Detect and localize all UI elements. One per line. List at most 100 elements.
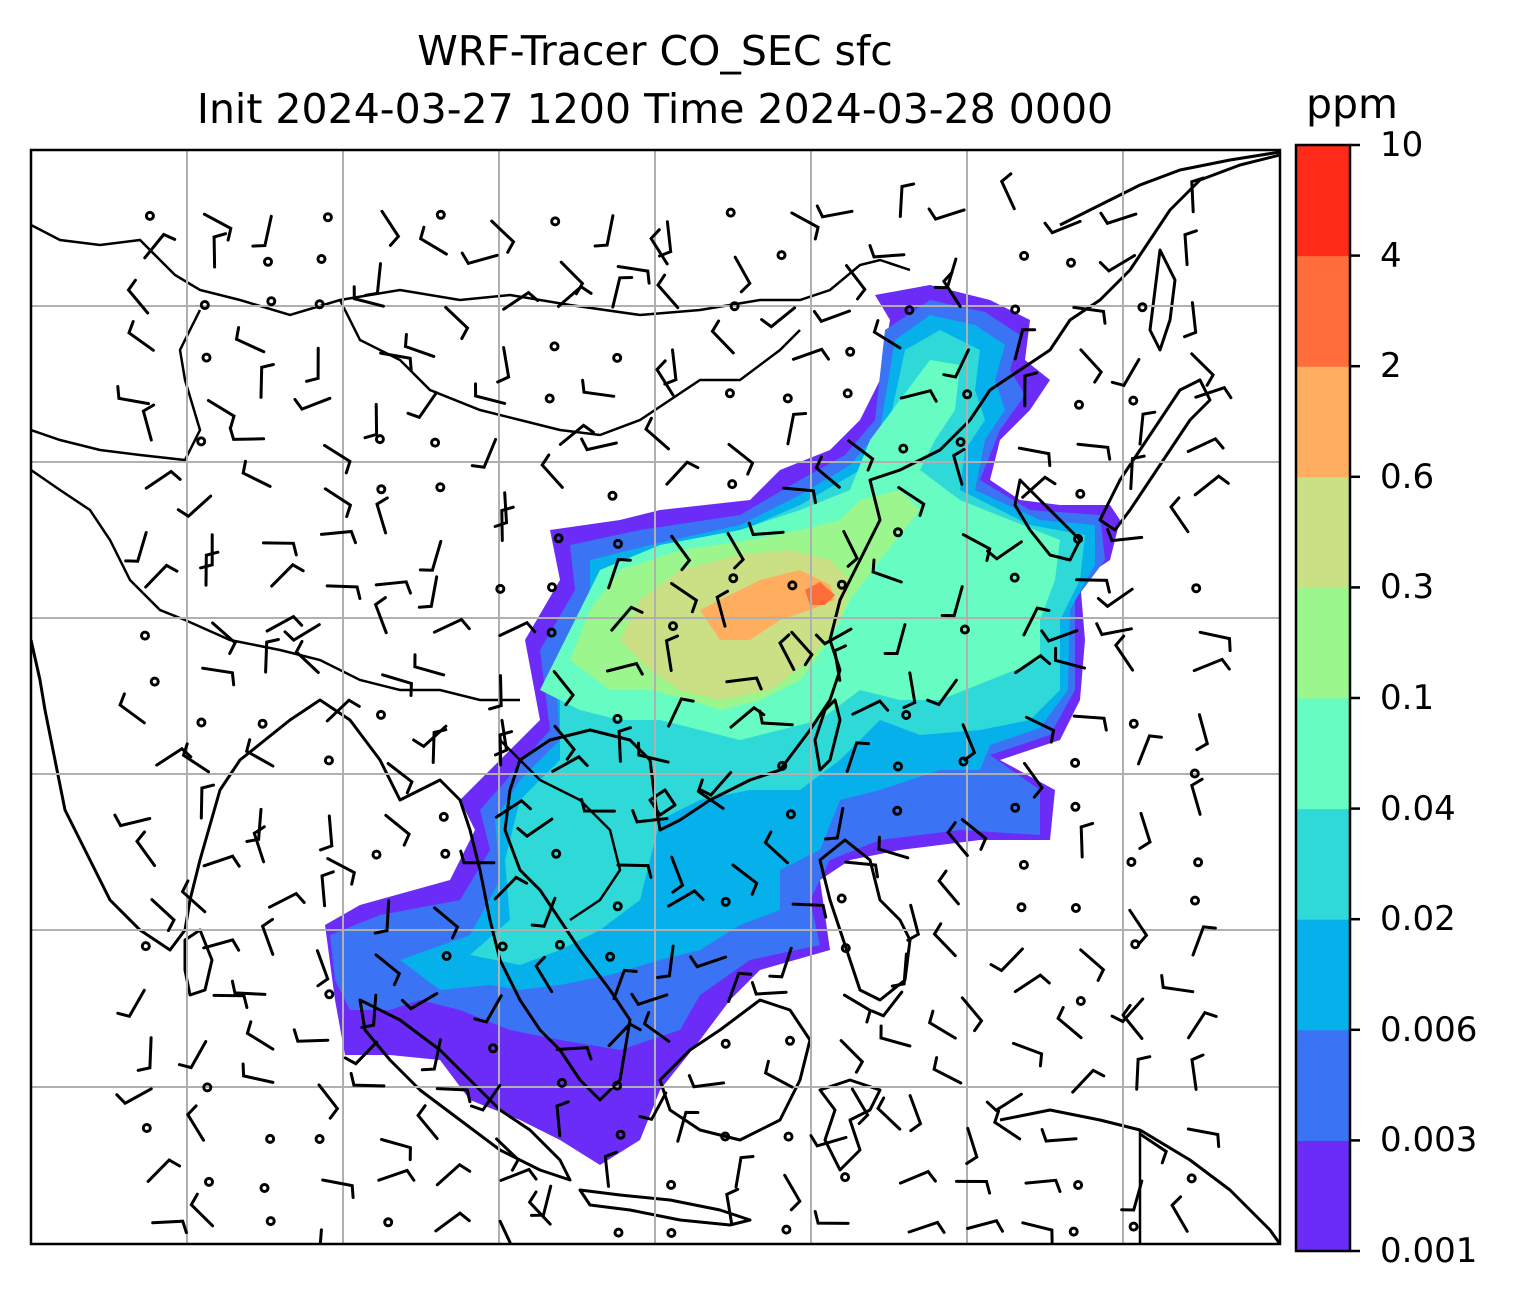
wind-barb (435, 1087, 472, 1104)
wind-barb (1024, 1178, 1062, 1193)
wind-barb (325, 584, 362, 600)
calm-wind-circle (1186, 1173, 1197, 1184)
calm-wind-circle (140, 630, 150, 641)
wind-barb (420, 1038, 442, 1072)
wind-barb (593, 214, 615, 248)
wind-barb (201, 666, 236, 687)
wind-barb (527, 1190, 552, 1226)
calm-wind-circle (1075, 488, 1086, 499)
wind-barb (199, 783, 215, 820)
calm-wind-circle (955, 437, 966, 447)
wind-barb (616, 863, 653, 879)
wind-barb (1017, 446, 1052, 467)
wind-barb (293, 396, 332, 411)
wind-barb (932, 1056, 963, 1085)
calm-wind-circle (1075, 996, 1086, 1006)
wind-barb (380, 209, 401, 247)
wind-barb (906, 903, 921, 942)
wind-barb (932, 922, 957, 958)
wind-barb (731, 863, 759, 896)
wind-barb (890, 952, 908, 988)
wind-barb (986, 540, 1023, 561)
calm-wind-circle (202, 1082, 213, 1093)
wind-barb (750, 981, 788, 996)
calm-wind-circle (729, 301, 740, 312)
calm-wind-circle (265, 1133, 276, 1144)
wind-barb (406, 391, 438, 420)
calm-wind-circle (1074, 399, 1084, 410)
calm-wind-circle (383, 1217, 394, 1228)
calm-wind-circle (777, 760, 788, 771)
wind-barb (580, 797, 616, 813)
wind-barb (261, 541, 298, 557)
wind-barb (689, 955, 728, 969)
colorbar-bin (1296, 255, 1350, 367)
wind-barb (815, 204, 854, 219)
wind-barb (204, 550, 220, 587)
calm-wind-circle (840, 1172, 851, 1183)
wind-barb (230, 979, 267, 996)
calm-wind-circle (144, 210, 155, 221)
calm-wind-circle (266, 296, 277, 307)
wind-barb (907, 1220, 946, 1234)
wind-barb (135, 830, 157, 868)
wind-barb (813, 1210, 850, 1225)
wind-barb (325, 698, 361, 723)
wind-barb (872, 319, 902, 350)
calm-wind-circle (836, 579, 847, 590)
wind-barb (607, 557, 632, 590)
colorbar-bin (1296, 1029, 1350, 1141)
calm-wind-circle (314, 1134, 325, 1144)
calm-wind-circle (842, 388, 853, 399)
wind-barb (698, 771, 733, 797)
wind-barb (649, 228, 669, 266)
wind-barb (418, 539, 443, 572)
calm-wind-circle (149, 676, 160, 687)
wind-barb (607, 1022, 642, 1048)
wind-barb (259, 363, 275, 399)
wind-barb (1079, 948, 1106, 982)
wind-barb (1113, 634, 1134, 672)
wind-barb (871, 558, 903, 584)
wind-barb (352, 285, 385, 308)
wind-barb (960, 996, 984, 1033)
calm-wind-circle (1019, 250, 1030, 261)
calm-wind-circle (892, 805, 903, 816)
wind-barb (670, 582, 699, 614)
wind-barb (176, 494, 213, 519)
calm-wind-circle (612, 901, 623, 912)
calm-wind-circle (1010, 802, 1021, 813)
calm-wind-circle (893, 527, 903, 538)
calm-wind-circle (141, 1123, 152, 1133)
wind-barb (113, 813, 152, 828)
wind-barb (403, 333, 436, 358)
wind-barb (364, 262, 382, 297)
wind-barb (146, 1158, 182, 1183)
wind-barb (845, 264, 867, 301)
wind-barb (500, 505, 515, 542)
wind-barb (898, 182, 916, 218)
wind-barb (326, 857, 357, 886)
wind-barb (212, 993, 249, 1009)
wind-barb (876, 1096, 902, 1131)
wind-barb (696, 778, 725, 810)
wind-barb (850, 1087, 870, 1125)
wind-barb (940, 585, 964, 618)
wind-barb (199, 533, 214, 570)
wind-barb (141, 403, 156, 442)
wind-barb (1194, 385, 1233, 400)
wind-barb (1056, 1006, 1083, 1040)
wind-barb (663, 348, 678, 386)
wind-barb (1095, 622, 1133, 637)
wind-barb (473, 994, 503, 1024)
wind-barb (879, 1024, 912, 1048)
calm-wind-circle (1190, 895, 1200, 906)
wind-barb (782, 486, 817, 505)
wind-barb (1192, 657, 1231, 673)
wind-barb (883, 623, 907, 655)
wind-barb (459, 849, 496, 865)
wind-barb (727, 971, 753, 1003)
calm-wind-circle (551, 848, 562, 859)
wind-barb (380, 1138, 412, 1162)
wind-barb (1072, 305, 1107, 325)
